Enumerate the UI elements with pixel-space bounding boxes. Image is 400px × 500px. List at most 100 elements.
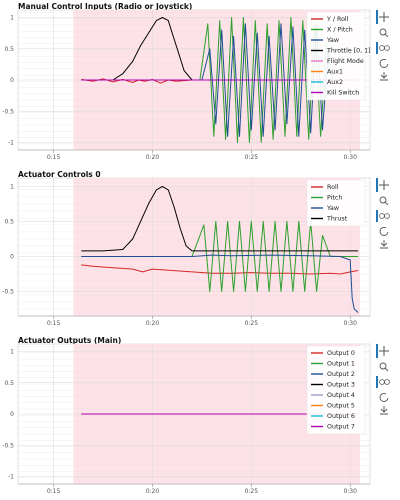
legend-label: Kill Switch <box>327 90 359 97</box>
wheel-zoom-icon[interactable] <box>379 379 390 385</box>
wheel-zoom-icon-shape <box>379 379 385 385</box>
chart-svg: 1 0.5 0 -0.5 -1 0:15 0:20 0:25 0:30 Y / Roll X / P… <box>2 9 390 161</box>
chart-title: Actuator Outputs (Main) <box>18 336 122 345</box>
x-tick-label: 0:30 <box>343 320 357 327</box>
chart-title: Actuator Controls 0 <box>18 170 101 179</box>
save-icon-shape <box>380 72 388 81</box>
series-line-thrust <box>81 185 359 252</box>
active-tool-indicator <box>376 344 378 358</box>
box-zoom-icon[interactable] <box>379 196 389 206</box>
x-tick-label: 0:15 <box>47 154 61 161</box>
chart-toolbar <box>376 344 390 415</box>
chart-panel-actuator-outputs: Actuator Outputs (Main) 1 0.5 0 -0.5 -1 0:15 0… <box>0 334 400 500</box>
series-line-roll <box>81 264 359 275</box>
pan-icon-shape <box>379 180 389 190</box>
legend: Roll Pitch Yaw Thrust <box>306 179 366 227</box>
x-tick-label: 0:25 <box>245 488 259 495</box>
x-tick-label: 0:20 <box>146 320 160 327</box>
active-tool-indicator <box>376 10 378 24</box>
legend-label: Output 4 <box>327 392 355 399</box>
x-tick-label: 0:25 <box>245 154 259 161</box>
pan-icon-shape <box>379 346 389 356</box>
y-tick-label: 0 <box>10 77 14 84</box>
legend-box <box>306 11 366 101</box>
legend-label: Throttle [0, 1] <box>326 48 371 55</box>
pan-icon-shape <box>379 12 389 22</box>
y-tick-label: 0.5 <box>4 218 14 225</box>
legend-label: Output 7 <box>327 424 355 431</box>
y-tick-label: 0 <box>10 253 14 260</box>
chart-panel-actuator-controls: Actuator Controls 0 1 0.5 0 -0.5 0:15 0:20 0:2… <box>0 168 400 332</box>
active-tool-indicator <box>376 42 378 54</box>
series-group <box>81 185 359 313</box>
legend-label: Output 0 <box>327 350 355 357</box>
save-icon[interactable] <box>380 240 388 249</box>
active-tool-indicator <box>376 210 378 222</box>
legend-label: Output 1 <box>327 361 355 368</box>
active-tool-indicator <box>376 178 378 192</box>
legend-label: Flight Mode <box>327 58 364 65</box>
y-tick-label: -0.5 <box>2 442 14 449</box>
wheel-zoom-icon-shape <box>379 45 385 51</box>
legend-label: Aux1 <box>327 69 343 76</box>
y-tick-label: 1 <box>10 349 14 356</box>
box-zoom-icon-handle <box>384 201 389 206</box>
y-tick-label: 1 <box>10 183 14 190</box>
legend-label: Output 6 <box>327 413 355 420</box>
series-line-pitch <box>81 220 359 292</box>
reset-icon[interactable] <box>379 59 389 68</box>
box-zoom-icon-shape <box>379 362 387 370</box>
chart-panel-manual-control: Manual Control Inputs (Radio or Joystick… <box>0 0 400 166</box>
x-tick-label: 0:25 <box>245 320 259 327</box>
wheel-zoom-icon-shape <box>384 213 390 219</box>
legend: Y / Roll X / Pitch Yaw Throttle [0, 1] Fligh… <box>306 11 371 101</box>
y-axis: 1 0.5 0 -0.5 -1 <box>2 346 370 485</box>
wheel-zoom-icon-shape <box>384 379 390 385</box>
y-tick-label: 0.5 <box>4 380 14 387</box>
reset-icon-shape <box>379 59 389 68</box>
reset-icon[interactable] <box>379 227 389 236</box>
wheel-zoom-icon-shape <box>379 213 385 219</box>
legend-label: Thrust <box>326 216 348 223</box>
box-zoom-icon-shape <box>379 28 387 36</box>
reset-icon-shape <box>379 393 389 402</box>
x-tick-label: 0:30 <box>343 154 357 161</box>
wheel-zoom-icon[interactable] <box>379 45 390 51</box>
legend-label: Output 2 <box>327 371 355 378</box>
wheel-zoom-icon-shape <box>384 45 390 51</box>
x-tick-label: 0:20 <box>146 488 160 495</box>
legend-label: Output 3 <box>327 382 355 389</box>
reset-icon-shape <box>379 227 389 236</box>
box-zoom-icon[interactable] <box>379 362 389 372</box>
x-tick-label: 0:20 <box>146 154 160 161</box>
active-tool-indicator <box>376 376 378 388</box>
x-axis: 0:15 0:20 0:25 0:30 <box>47 178 357 327</box>
reset-icon[interactable] <box>379 393 389 402</box>
series-line-throttle-0-1 <box>81 17 359 81</box>
pan-icon[interactable] <box>379 180 389 190</box>
legend-label: X / Pitch <box>327 27 353 34</box>
save-icon[interactable] <box>380 406 388 415</box>
box-zoom-icon-shape <box>379 196 387 204</box>
legend-label: Aux2 <box>327 79 343 86</box>
series-line-yaw <box>81 23 359 137</box>
legend-label: Output 5 <box>327 403 355 410</box>
pan-icon[interactable] <box>379 12 389 22</box>
y-tick-label: 0.5 <box>4 46 14 53</box>
y-tick-label: 0 <box>10 411 14 418</box>
chart-title: Manual Control Inputs (Radio or Joystick… <box>18 2 193 11</box>
y-tick-label: -1 <box>8 474 14 481</box>
x-tick-label: 0:15 <box>47 320 61 327</box>
box-zoom-icon[interactable] <box>379 28 389 38</box>
chart-svg: 1 0.5 0 -0.5 0:15 0:20 0:25 0:30 Roll Pitch Yaw Thr… <box>2 177 390 327</box>
box-zoom-icon-handle <box>384 33 389 38</box>
wheel-zoom-icon[interactable] <box>379 213 390 219</box>
series-line-yaw <box>81 254 359 313</box>
save-icon[interactable] <box>380 72 388 81</box>
legend: Output 0 Output 1 Output 2 Output 3 Output 4… <box>306 345 366 435</box>
pan-icon[interactable] <box>379 346 389 356</box>
box-zoom-icon-handle <box>384 367 389 372</box>
y-tick-label: -0.5 <box>2 108 14 115</box>
legend-label: Yaw <box>326 205 339 212</box>
y-tick-label: -0.5 <box>2 288 14 295</box>
